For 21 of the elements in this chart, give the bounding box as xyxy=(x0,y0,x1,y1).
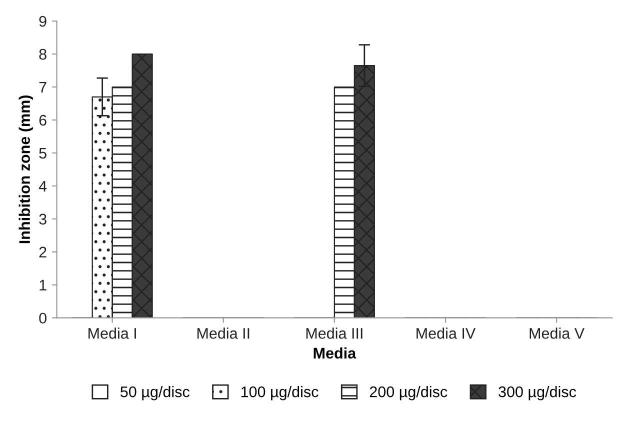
y-tick-label: 2 xyxy=(39,246,46,258)
x-tick-label: Media V xyxy=(530,328,584,339)
y-tick-label: 8 xyxy=(39,48,46,60)
legend-label: 100 µg/disc xyxy=(241,386,318,400)
y-tick-label: 1 xyxy=(40,280,46,290)
x-tick-label: Media I xyxy=(88,328,136,339)
y-tick-label: 9 xyxy=(39,16,46,27)
legend-label: 200 µg/disc xyxy=(370,386,448,400)
y-tick-label: 4 xyxy=(38,180,47,192)
y-tick-label: 5 xyxy=(39,148,46,159)
y-tick-label: 6 xyxy=(39,114,46,126)
y-tick-label: 3 xyxy=(39,214,46,225)
y-tick-label: 0 xyxy=(39,312,46,324)
x-tick-label: Media III xyxy=(306,328,362,339)
x-axis-title: Media xyxy=(314,347,356,359)
y-tick-label: 7 xyxy=(39,82,46,93)
y-axis-title: Inhibition zone (mm) xyxy=(18,96,34,244)
x-tick-label: Media IV xyxy=(416,328,476,339)
x-tick-label: Media II xyxy=(197,328,250,339)
legend-label: 300 µg/disc xyxy=(498,386,576,400)
legend-label: 50 µg/disc xyxy=(120,386,190,400)
